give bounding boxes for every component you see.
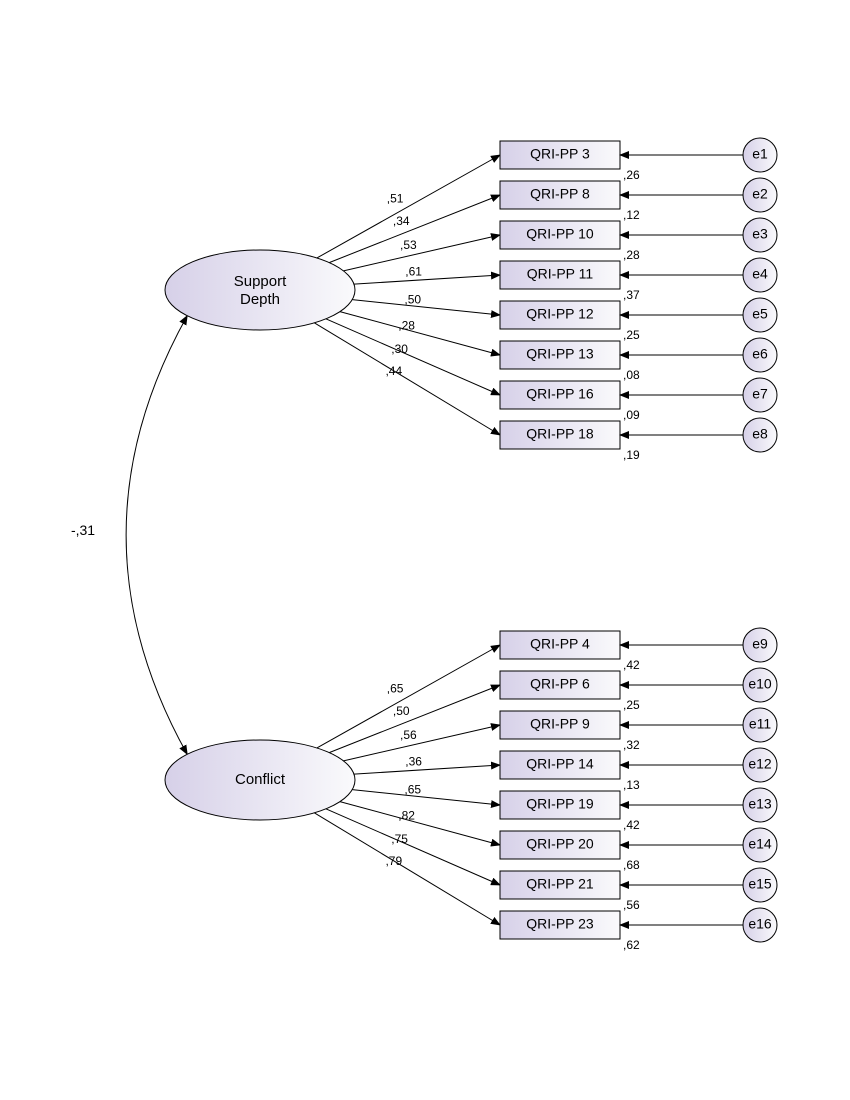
indicator-label: QRI-PP 10 <box>526 226 594 242</box>
loading-label: ,50 <box>393 704 410 718</box>
error-label: e9 <box>752 636 768 652</box>
error-variance-label: ,19 <box>623 448 640 462</box>
error-variance-label: ,28 <box>623 248 640 262</box>
error-label: e15 <box>748 876 772 892</box>
error-label: e6 <box>752 346 768 362</box>
loading-label: ,28 <box>398 318 415 332</box>
error-label: e13 <box>748 796 772 812</box>
error-variance-label: ,32 <box>623 738 640 752</box>
error-variance-label: ,42 <box>623 818 640 832</box>
loading-path <box>329 195 500 263</box>
indicator-label: QRI-PP 9 <box>530 716 590 732</box>
error-variance-label: ,08 <box>623 368 640 382</box>
loading-label: ,61 <box>405 265 422 279</box>
indicator-label: QRI-PP 21 <box>526 876 594 892</box>
error-label: e8 <box>752 426 768 442</box>
indicator-label: QRI-PP 18 <box>526 426 594 442</box>
loading-label: ,44 <box>385 364 402 378</box>
indicator-label: QRI-PP 8 <box>530 186 590 202</box>
latent-label: Depth <box>240 291 280 308</box>
error-label: e3 <box>752 226 768 242</box>
loading-path <box>354 275 500 284</box>
loading-path <box>352 790 500 805</box>
error-variance-label: ,25 <box>623 328 640 342</box>
loading-path <box>314 813 500 925</box>
error-label: e2 <box>752 186 768 202</box>
indicator-label: QRI-PP 16 <box>526 386 594 402</box>
loading-label: ,82 <box>398 808 415 822</box>
loading-label: ,65 <box>387 681 404 695</box>
indicator-label: QRI-PP 11 <box>527 266 594 282</box>
indicator-label: QRI-PP 12 <box>526 306 594 322</box>
indicator-label: QRI-PP 3 <box>530 146 590 162</box>
loading-label: ,50 <box>404 292 421 306</box>
loading-label: ,79 <box>385 854 402 868</box>
latent-label: Conflict <box>235 771 286 788</box>
error-variance-label: ,37 <box>623 288 640 302</box>
error-variance-label: ,25 <box>623 698 640 712</box>
sem-diagram: -,31 ,51 QRI-PP 3 ,26 e1 ,34 QRI-PP 8 ,12 e2 ,53 Q… <box>0 0 850 1100</box>
loading-label: ,75 <box>391 832 408 846</box>
error-variance-label: ,68 <box>623 858 640 872</box>
loading-path <box>340 802 500 845</box>
error-variance-label: ,56 <box>623 898 640 912</box>
error-label: e10 <box>748 676 772 692</box>
indicator-label: QRI-PP 6 <box>530 676 590 692</box>
error-label: e7 <box>752 386 768 402</box>
correlation-label: -,31 <box>71 522 95 538</box>
indicator-label: QRI-PP 20 <box>526 836 594 852</box>
error-label: e1 <box>752 146 768 162</box>
error-variance-label: ,13 <box>623 778 640 792</box>
loading-label: ,36 <box>405 755 422 769</box>
latent-label: Support <box>234 273 287 290</box>
indicator-label: QRI-PP 14 <box>526 756 594 772</box>
loading-label: ,65 <box>404 782 421 796</box>
error-variance-label: ,42 <box>623 658 640 672</box>
error-label: e16 <box>748 916 772 932</box>
loading-label: ,51 <box>387 191 404 205</box>
loading-label: ,53 <box>400 238 417 252</box>
error-label: e5 <box>752 306 768 322</box>
error-label: e12 <box>748 756 772 772</box>
indicator-label: QRI-PP 13 <box>526 346 594 362</box>
indicator-label: QRI-PP 23 <box>526 916 594 932</box>
loading-label: ,34 <box>393 214 410 228</box>
correlation-arc <box>126 316 187 755</box>
error-variance-label: ,09 <box>623 408 640 422</box>
error-label: e14 <box>748 836 772 852</box>
indicator-label: QRI-PP 4 <box>530 636 590 652</box>
error-label: e11 <box>749 716 772 732</box>
error-label: e4 <box>752 266 768 282</box>
error-variance-label: ,26 <box>623 168 640 182</box>
error-variance-label: ,62 <box>623 938 640 952</box>
loading-path <box>352 300 500 315</box>
loading-path <box>354 765 500 774</box>
loading-label: ,30 <box>391 342 408 356</box>
loading-path <box>314 323 500 435</box>
error-variance-label: ,12 <box>623 208 640 222</box>
loading-path <box>340 312 500 355</box>
loading-label: ,56 <box>400 728 417 742</box>
loading-path <box>329 685 500 753</box>
indicator-label: QRI-PP 19 <box>526 796 594 812</box>
